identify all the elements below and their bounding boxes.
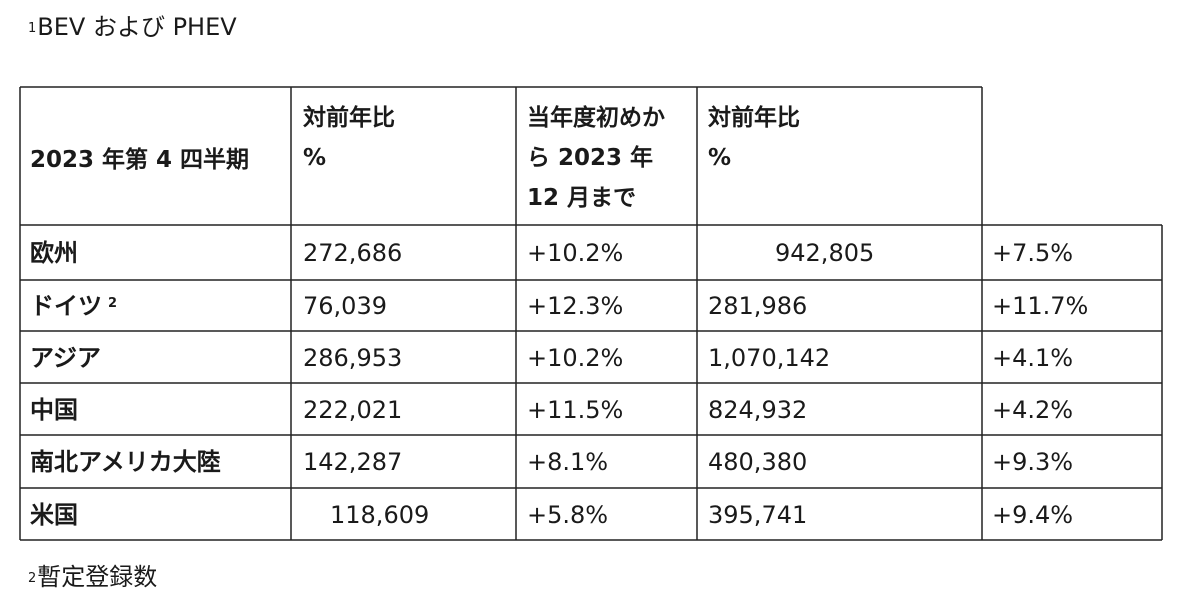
cell-q4-yoy: +11.5% xyxy=(527,396,624,424)
cell-ytd-yoy: +11.7% xyxy=(992,292,1089,320)
cell-ytd-yoy: +4.1% xyxy=(992,344,1074,372)
cell-ytd: 281,986 xyxy=(708,292,808,320)
cell-ytd: 395,741 xyxy=(708,501,808,529)
cell-ytd-yoy: +4.2% xyxy=(992,396,1074,424)
header-q4-yoy: 対前年比 % xyxy=(303,105,395,171)
footnote-mark: 1 xyxy=(28,21,37,36)
cell-q4-yoy: +8.1% xyxy=(527,448,609,476)
footnote-top: 1BEV および PHEV xyxy=(28,10,237,44)
cell-q4-yoy: +10.2% xyxy=(527,344,624,372)
cell-ytd-yoy: +7.5% xyxy=(992,239,1074,267)
cell-ytd-yoy: +9.3% xyxy=(992,448,1074,476)
cell-q4: 142,287 xyxy=(303,448,403,476)
footnote-mark: 2 xyxy=(28,571,37,586)
cell-q4-yoy: +10.2% xyxy=(527,239,624,267)
row-label-china: 中国 xyxy=(30,396,78,424)
footnote-bottom: 2暫定登録数 xyxy=(28,560,157,594)
header-ytd: 当年度初めか ら 2023 年 12 月まで xyxy=(527,105,665,211)
cell-ytd: 480,380 xyxy=(708,448,808,476)
cell-q4: 76,039 xyxy=(303,292,387,320)
row-label-usa: 米国 xyxy=(30,501,78,529)
row-label-europe: 欧州 xyxy=(30,239,78,267)
cell-q4-yoy: +5.8% xyxy=(527,501,609,529)
cell-ytd: 1,070,142 xyxy=(708,344,831,372)
cell-ytd: 942,805 xyxy=(775,239,875,267)
header-period: 2023 年第 4 四半期 xyxy=(30,147,250,173)
row-label-americas: 南北アメリカ大陸 xyxy=(30,448,221,476)
cell-q4: 222,021 xyxy=(303,396,403,424)
row-label-asia: アジア xyxy=(30,344,102,372)
footnote-text: 暫定登録数 xyxy=(37,563,158,591)
cell-q4: 286,953 xyxy=(303,344,403,372)
row-label-germany: ドイツ 2 xyxy=(30,291,117,321)
cell-q4: 118,609 xyxy=(330,501,430,529)
footnote-text: BEV および PHEV xyxy=(37,13,237,41)
footnote-ref: 2 xyxy=(108,296,118,311)
cell-ytd-yoy: +9.4% xyxy=(992,501,1074,529)
cell-ytd: 824,932 xyxy=(708,396,808,424)
cell-q4: 272,686 xyxy=(303,239,403,267)
row-label-text: ドイツ xyxy=(30,292,102,320)
header-ytd-yoy: 対前年比 % xyxy=(708,105,800,171)
cell-q4-yoy: +12.3% xyxy=(527,292,624,320)
